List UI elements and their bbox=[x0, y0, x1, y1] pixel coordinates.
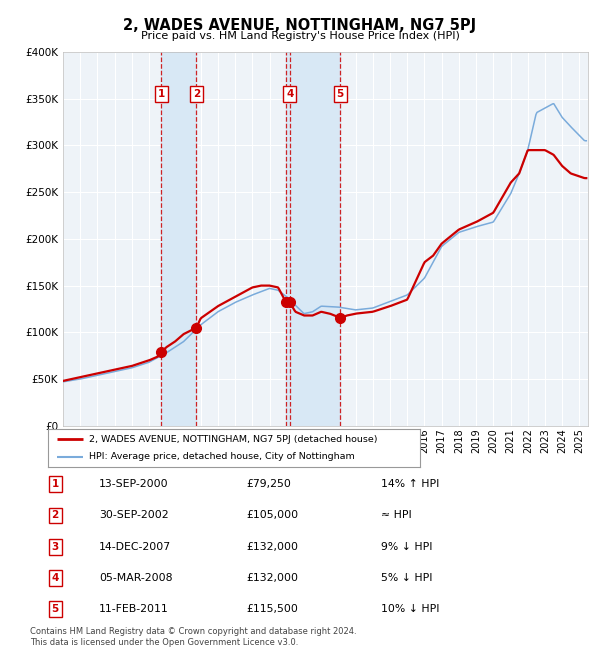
Text: 5% ↓ HPI: 5% ↓ HPI bbox=[381, 573, 433, 583]
Text: £79,250: £79,250 bbox=[246, 479, 291, 489]
Text: 4: 4 bbox=[286, 89, 293, 99]
Text: Contains HM Land Registry data © Crown copyright and database right 2024.
This d: Contains HM Land Registry data © Crown c… bbox=[30, 627, 356, 647]
Text: 2: 2 bbox=[52, 510, 59, 521]
Text: 2, WADES AVENUE, NOTTINGHAM, NG7 5PJ (detached house): 2, WADES AVENUE, NOTTINGHAM, NG7 5PJ (de… bbox=[89, 435, 377, 444]
Text: HPI: Average price, detached house, City of Nottingham: HPI: Average price, detached house, City… bbox=[89, 452, 355, 461]
Text: 1: 1 bbox=[52, 479, 59, 489]
Text: 5: 5 bbox=[52, 604, 59, 614]
Text: 30-SEP-2002: 30-SEP-2002 bbox=[99, 510, 169, 521]
Text: 2, WADES AVENUE, NOTTINGHAM, NG7 5PJ: 2, WADES AVENUE, NOTTINGHAM, NG7 5PJ bbox=[124, 18, 476, 33]
Text: 9% ↓ HPI: 9% ↓ HPI bbox=[381, 541, 433, 552]
Text: ≈ HPI: ≈ HPI bbox=[381, 510, 412, 521]
Text: Price paid vs. HM Land Registry's House Price Index (HPI): Price paid vs. HM Land Registry's House … bbox=[140, 31, 460, 41]
Text: 10% ↓ HPI: 10% ↓ HPI bbox=[381, 604, 439, 614]
Text: 3: 3 bbox=[52, 541, 59, 552]
Text: £132,000: £132,000 bbox=[246, 573, 298, 583]
Text: 14-DEC-2007: 14-DEC-2007 bbox=[99, 541, 171, 552]
Text: 1: 1 bbox=[158, 89, 165, 99]
Text: 05-MAR-2008: 05-MAR-2008 bbox=[99, 573, 173, 583]
Text: £115,500: £115,500 bbox=[246, 604, 298, 614]
Bar bbox=[286, 52, 340, 426]
Text: 14% ↑ HPI: 14% ↑ HPI bbox=[381, 479, 439, 489]
Text: 13-SEP-2000: 13-SEP-2000 bbox=[99, 479, 169, 489]
Text: £132,000: £132,000 bbox=[246, 541, 298, 552]
Bar bbox=[161, 52, 196, 426]
Text: £105,000: £105,000 bbox=[246, 510, 298, 521]
Text: 5: 5 bbox=[337, 89, 344, 99]
Text: 4: 4 bbox=[52, 573, 59, 583]
Text: 11-FEB-2011: 11-FEB-2011 bbox=[99, 604, 169, 614]
Text: 2: 2 bbox=[193, 89, 200, 99]
